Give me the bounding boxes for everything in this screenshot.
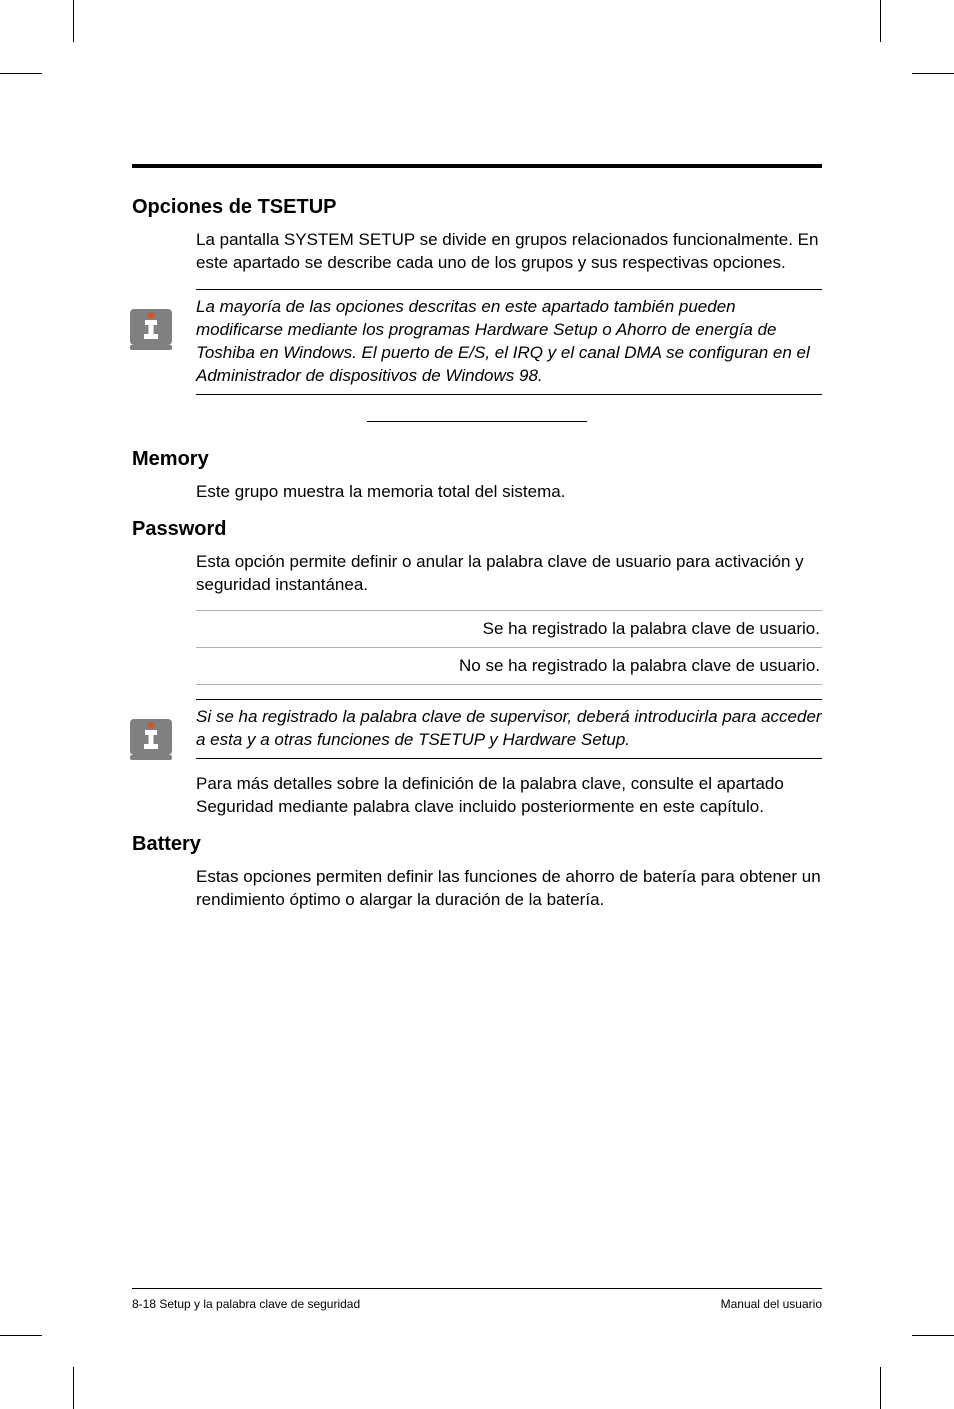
crop-mark: [0, 73, 42, 74]
note-rule: [196, 289, 822, 290]
top-rule: [132, 164, 822, 168]
note-rule: [196, 758, 822, 759]
crop-mark: [880, 1367, 881, 1409]
content-area: Opciones de TSETUP La pantalla SYSTEM SE…: [132, 164, 822, 926]
crop-mark: [912, 73, 954, 74]
crop-mark: [73, 0, 74, 42]
footer-rule: [132, 1288, 822, 1289]
table-cell: No se ha registrado la palabra clave de …: [196, 656, 822, 676]
info-icon: [126, 303, 176, 360]
battery-body: Estas opciones permiten definir las func…: [196, 866, 822, 912]
section-divider: [367, 421, 587, 422]
crop-mark: [912, 1335, 954, 1336]
note-block: Si se ha registrado la palabra clave de …: [132, 699, 822, 759]
opciones-intro: La pantalla SYSTEM SETUP se divide en gr…: [196, 229, 822, 275]
footer-left: 8-18 Setup y la palabra clave de segurid…: [132, 1297, 360, 1311]
password-note: Si se ha registrado la palabra clave de …: [196, 706, 822, 752]
crop-mark: [0, 1335, 42, 1336]
heading-battery: Battery: [132, 833, 822, 856]
table-row: No se ha registrado la palabra clave de …: [196, 647, 822, 685]
note-block: La mayoría de las opciones descritas en …: [132, 289, 822, 395]
info-icon: [126, 713, 176, 770]
password-detail: Para más detalles sobre la definición de…: [196, 773, 822, 819]
page: Opciones de TSETUP La pantalla SYSTEM SE…: [0, 0, 954, 1409]
crop-mark: [880, 0, 881, 42]
footer-right: Manual del usuario: [721, 1297, 822, 1311]
heading-memory: Memory: [132, 448, 822, 471]
note-rule: [196, 699, 822, 700]
password-body: Esta opción permite definir o anular la …: [196, 551, 822, 597]
crop-mark: [73, 1367, 74, 1409]
note-rule: [196, 394, 822, 395]
memory-body: Este grupo muestra la memoria total del …: [196, 481, 822, 504]
heading-opciones: Opciones de TSETUP: [132, 196, 822, 219]
opciones-note: La mayoría de las opciones descritas en …: [196, 296, 822, 388]
footer: 8-18 Setup y la palabra clave de segurid…: [132, 1288, 822, 1311]
table-cell: Se ha registrado la palabra clave de usu…: [196, 619, 822, 639]
heading-password: Password: [132, 518, 822, 541]
password-table: Se ha registrado la palabra clave de usu…: [196, 610, 822, 685]
table-row: Se ha registrado la palabra clave de usu…: [196, 610, 822, 647]
